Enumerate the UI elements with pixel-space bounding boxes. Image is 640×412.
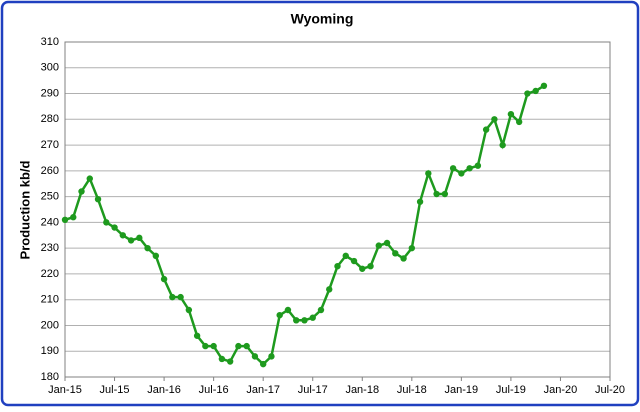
data-point bbox=[532, 87, 539, 95]
x-tick-label: Jul-18 bbox=[397, 384, 427, 396]
data-point bbox=[359, 265, 366, 272]
data-point bbox=[276, 311, 283, 319]
data-point bbox=[86, 175, 93, 182]
x-tick-label: Jan-18 bbox=[345, 384, 379, 396]
data-point bbox=[70, 214, 77, 221]
data-point bbox=[350, 257, 358, 265]
data-point bbox=[177, 293, 184, 301]
data-point bbox=[268, 353, 275, 360]
data-point bbox=[111, 224, 118, 231]
x-tick-label: Jan-16 bbox=[147, 384, 181, 396]
data-point bbox=[334, 262, 341, 270]
data-point bbox=[202, 342, 209, 350]
y-tick-label: 220 bbox=[41, 268, 59, 280]
y-tick-label: 290 bbox=[41, 87, 59, 99]
data-point bbox=[309, 314, 316, 321]
data-point bbox=[482, 126, 490, 133]
data-point bbox=[301, 317, 308, 324]
data-point bbox=[474, 162, 482, 169]
data-point bbox=[235, 342, 242, 350]
y-tick-label: 240 bbox=[41, 216, 59, 228]
chart-title: Wyoming bbox=[291, 11, 354, 27]
data-point bbox=[284, 306, 292, 314]
y-tick-label: 260 bbox=[41, 165, 59, 177]
x-tick-label: Jan-19 bbox=[445, 384, 479, 396]
data-point bbox=[466, 165, 473, 172]
y-tick-label: 230 bbox=[41, 242, 59, 254]
data-point bbox=[61, 216, 69, 224]
data-point bbox=[458, 170, 465, 177]
data-point bbox=[433, 190, 440, 198]
data-point bbox=[400, 255, 407, 262]
data-point bbox=[152, 252, 160, 260]
y-tick-label: 210 bbox=[41, 294, 59, 306]
x-tick-label: Jul-17 bbox=[298, 384, 328, 396]
data-point bbox=[226, 358, 234, 365]
data-point bbox=[507, 110, 515, 118]
data-point bbox=[326, 286, 333, 293]
y-tick-label: 250 bbox=[41, 191, 59, 203]
data-point bbox=[317, 306, 325, 314]
data-point bbox=[342, 252, 349, 260]
x-tick-label: Jul-19 bbox=[496, 384, 526, 396]
y-tick-label: 180 bbox=[41, 371, 59, 383]
y-tick-label: 200 bbox=[41, 319, 59, 331]
data-point bbox=[169, 293, 176, 301]
data-point bbox=[524, 90, 531, 97]
data-point bbox=[293, 317, 300, 324]
data-point bbox=[540, 82, 548, 90]
data-point bbox=[193, 332, 201, 339]
data-point bbox=[78, 188, 85, 195]
data-point bbox=[119, 232, 127, 239]
y-tick-label: 280 bbox=[41, 113, 59, 125]
y-tick-label: 270 bbox=[41, 139, 59, 151]
data-point bbox=[375, 242, 382, 249]
data-point bbox=[144, 244, 151, 252]
x-tick-label: Jul-16 bbox=[199, 384, 229, 396]
x-tick-label: Jan-15 bbox=[48, 384, 82, 396]
data-point bbox=[185, 306, 193, 314]
data-point bbox=[416, 198, 424, 205]
data-point bbox=[251, 353, 259, 360]
data-point bbox=[127, 237, 135, 244]
data-point bbox=[383, 239, 391, 247]
data-point bbox=[441, 190, 449, 198]
y-tick-label: 310 bbox=[41, 36, 59, 48]
data-point bbox=[367, 262, 374, 270]
data-point bbox=[136, 234, 143, 242]
data-point bbox=[425, 170, 432, 177]
x-tick-label: Jul-20 bbox=[595, 384, 625, 396]
data-point bbox=[218, 355, 226, 363]
x-tick-label: Jan-20 bbox=[544, 384, 578, 396]
data-point bbox=[515, 118, 523, 126]
y-tick-label: 300 bbox=[41, 62, 59, 74]
x-tick-label: Jan-17 bbox=[246, 384, 280, 396]
data-point bbox=[499, 141, 506, 149]
y-tick-label: 190 bbox=[41, 345, 59, 357]
data-point bbox=[449, 165, 457, 172]
data-point bbox=[392, 250, 399, 257]
data-point bbox=[259, 360, 267, 368]
x-tick-label: Jul-15 bbox=[100, 384, 130, 396]
data-point bbox=[210, 342, 217, 350]
data-point bbox=[160, 275, 168, 283]
y-axis-label: Production kb/d bbox=[17, 160, 32, 259]
data-point bbox=[103, 219, 110, 226]
plot-area bbox=[64, 41, 611, 378]
data-point bbox=[243, 342, 250, 350]
data-point bbox=[94, 195, 102, 203]
data-point bbox=[408, 244, 416, 252]
data-point bbox=[491, 116, 498, 123]
